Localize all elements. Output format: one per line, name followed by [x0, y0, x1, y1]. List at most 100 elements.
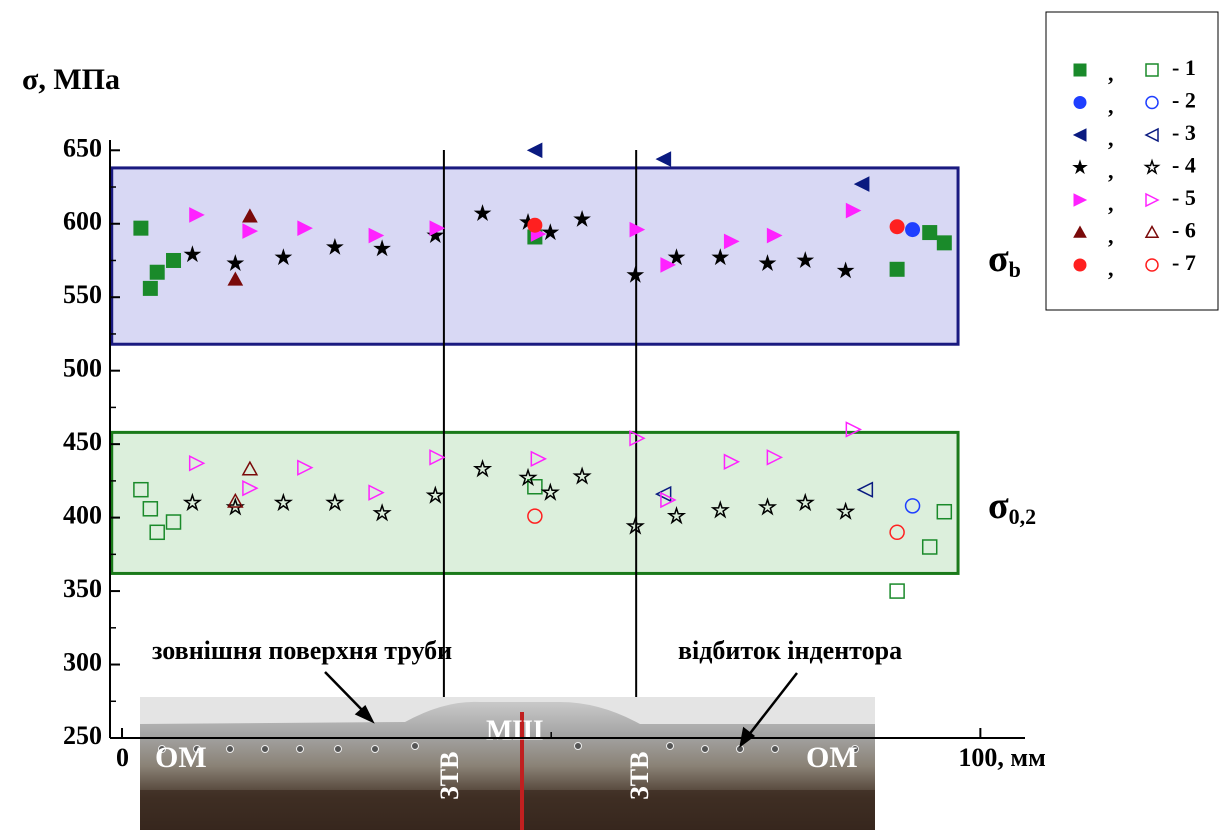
marker-filled — [142, 280, 158, 296]
legend-separator: , — [1108, 61, 1114, 86]
y-tick-label: 300 — [63, 648, 102, 677]
zone-label: ОМ — [155, 741, 207, 774]
marker-open — [1144, 127, 1159, 143]
band-symbol: σ — [988, 485, 1009, 527]
y-tick-label: 450 — [63, 427, 102, 456]
marker-filled — [905, 222, 921, 238]
legend-separator: , — [1108, 159, 1114, 184]
indent-dot — [193, 745, 201, 753]
marker-filled — [758, 254, 777, 271]
zone-label: ЗТВ — [625, 752, 654, 800]
marker-open — [625, 516, 645, 535]
band-label: σb — [988, 238, 1021, 282]
legend-label: - 6 — [1172, 218, 1196, 243]
marker-open — [472, 458, 493, 478]
marker-open — [1145, 258, 1159, 272]
marker-open — [723, 453, 741, 470]
marker-filled — [226, 254, 245, 271]
marker-open — [527, 479, 543, 495]
marker-filled — [667, 248, 686, 266]
band-label: σ0,2 — [988, 485, 1036, 529]
marker-open — [845, 421, 863, 438]
marker-open — [1145, 63, 1159, 77]
indent-dot — [701, 745, 709, 753]
y-tick-label: 650 — [63, 133, 102, 162]
marker-filled — [274, 248, 293, 266]
marker-filled — [660, 257, 677, 273]
marker-filled — [527, 217, 543, 233]
marker-open — [227, 492, 244, 508]
legend-separator: , — [1108, 224, 1114, 249]
marker-filled — [1072, 159, 1088, 175]
legend-label: - 7 — [1172, 250, 1196, 275]
marker-open — [530, 450, 547, 468]
y-tick-label: 550 — [63, 280, 102, 309]
annotation: відбиток індентора — [678, 636, 902, 665]
marker-filled — [183, 245, 202, 263]
indent-dot — [574, 742, 582, 750]
marker-filled — [573, 210, 591, 227]
weld-photo — [140, 697, 875, 830]
marker-filled — [429, 220, 446, 236]
marker-filled — [853, 176, 870, 192]
legend-separator: , — [1108, 126, 1114, 151]
indent-dot — [296, 745, 304, 753]
marker-open — [182, 492, 203, 512]
marker-open — [835, 501, 856, 520]
marker-open — [425, 485, 445, 504]
indent-dot — [226, 745, 234, 753]
marker-filled — [889, 261, 905, 277]
marker-open — [757, 497, 778, 516]
arrow — [747, 672, 798, 737]
marker-open — [242, 480, 259, 497]
marker-open — [273, 492, 294, 512]
marker-filled — [796, 251, 815, 269]
indent-dot — [158, 745, 166, 753]
marker-filled — [133, 220, 149, 236]
marker-open — [540, 482, 560, 501]
pipe-inner — [140, 790, 875, 830]
marker-open — [660, 491, 677, 509]
marker-filled — [541, 223, 560, 241]
legend-label: - 3 — [1172, 120, 1196, 145]
marker-filled — [711, 248, 730, 266]
legend-label: - 4 — [1172, 153, 1196, 178]
x-tick-label: 100, мм — [958, 743, 1045, 772]
x-tick-label: 0 — [116, 743, 129, 772]
indent-dot — [851, 745, 859, 753]
y-tick-label: 600 — [63, 207, 102, 236]
zone-label: МШ — [486, 715, 543, 746]
indent-dot — [371, 745, 379, 753]
marker-open — [372, 503, 392, 522]
marker-open — [297, 459, 314, 476]
marker-open — [766, 449, 784, 466]
marker-filled — [189, 207, 205, 223]
marker-filled — [242, 223, 259, 239]
y-axis-label: σ, МПа — [22, 63, 120, 96]
marker-open — [921, 539, 938, 555]
y-tick-label: 500 — [63, 354, 102, 383]
marker-open — [527, 508, 543, 524]
band — [110, 166, 960, 346]
marker-filled — [1073, 63, 1087, 77]
marker-open — [1144, 224, 1160, 239]
marker-open — [429, 449, 446, 466]
band — [110, 430, 960, 575]
y-tick-label: 350 — [63, 574, 102, 603]
marker-filled — [936, 235, 952, 251]
marker-open — [1143, 158, 1161, 175]
marker-open — [188, 455, 206, 472]
arrow-head — [354, 704, 375, 724]
marker-filled — [655, 151, 672, 167]
marker-open — [368, 484, 385, 501]
indent-dot — [666, 742, 674, 750]
marker-filled — [922, 225, 938, 241]
marker-open — [936, 503, 953, 520]
legend-separator: , — [1108, 256, 1114, 281]
marker-filled — [1072, 128, 1087, 142]
marker-filled — [1073, 193, 1088, 207]
marker-filled — [1073, 225, 1087, 238]
y-tick-label: 400 — [63, 501, 102, 530]
marker-open — [856, 481, 874, 498]
